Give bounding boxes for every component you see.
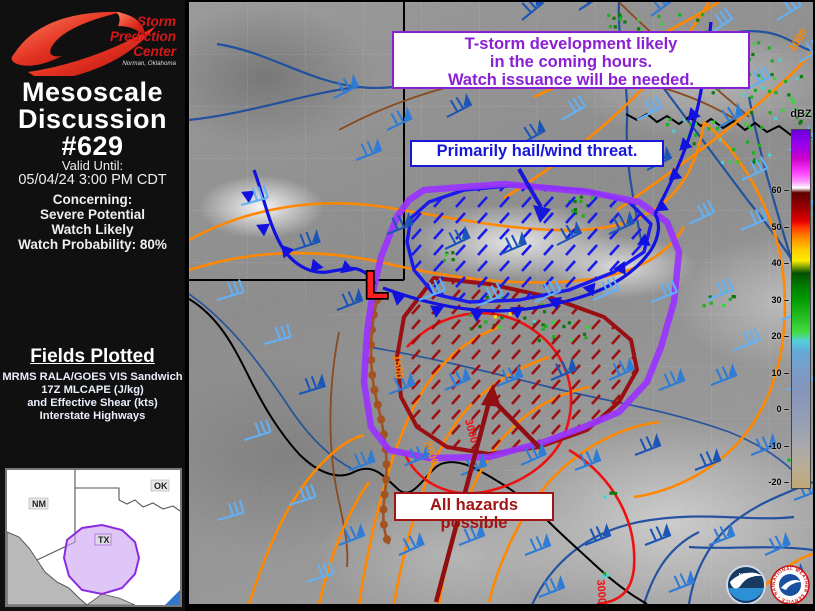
concerning-line-2: Watch Likely: [51, 222, 134, 237]
hail-wind-annotation: Primarily hail/wind threat.: [410, 140, 664, 167]
reflectivity-colorbar: [791, 129, 811, 489]
spc-logo-text-1: Storm: [137, 14, 176, 29]
noaa-logo-text: NOAA: [739, 573, 754, 579]
concerning-line-1: Severe Potential: [39, 207, 146, 222]
contour-label: 1500: [391, 354, 405, 380]
md-title-line3: #629: [61, 131, 124, 161]
development-line1: T-storm development likely: [464, 35, 678, 53]
development-line2: in the coming hours.: [489, 53, 653, 72]
spc-logo: Storm Prediction Center Norman, Oklahoma: [11, 11, 177, 76]
md-title-line2: Discussion: [17, 104, 168, 134]
colorbar-tick: 60 –: [771, 185, 789, 195]
spc-swoosh-icon: [11, 11, 156, 76]
sidebar: Storm Prediction Center Norman, Oklahoma…: [0, 0, 185, 611]
colorbar-tick: 40 –: [771, 258, 789, 268]
concerning-label: Concerning:: [52, 192, 133, 207]
md-outline-polygon: [360, 180, 683, 462]
colorbar-tick: 30 –: [771, 294, 789, 305]
concerning-line-3: Watch Probability: 80%: [18, 237, 167, 252]
state-borders: [189, 2, 813, 604]
fields-plotted-heading: Fields Plotted: [30, 346, 155, 367]
inset-label-nm: NM: [32, 499, 46, 509]
inset-gulf-corner: [165, 590, 180, 605]
map-panel: 1000 1500 2000 3000 3000 L NOAA: [185, 0, 815, 611]
inset-label-ok: OK: [154, 481, 168, 491]
fields-line-4: Interstate Highways: [39, 410, 146, 422]
colorbar-tick: 0 –: [776, 404, 789, 414]
contour-label: 3000: [594, 579, 608, 604]
inset-locator-map: NM OK TX: [5, 468, 182, 607]
fields-line-1: MRMS RALA/GOES VIS Sandwich: [2, 371, 183, 383]
md-title-line1: Mesoscale: [21, 77, 164, 107]
valid-label: Valid Until:: [61, 158, 124, 173]
inset-map-svg: NM OK TX: [6, 470, 181, 606]
all-hazards-polygon: [395, 276, 639, 456]
fields-line-3: and Effective Shear (kts): [27, 397, 158, 409]
colorbar-tick: -10 –: [768, 440, 789, 451]
all-hazards-annotation: All hazards possible: [394, 492, 554, 532]
hail-wind-arrow: [517, 168, 551, 223]
wind-barbs: [216, 2, 813, 598]
dryline: [367, 296, 393, 548]
colorbar-tick: 10 –: [771, 367, 789, 378]
spc-logo-text-2: Prediction: [110, 29, 176, 44]
colorbar-tick: 20 –: [771, 331, 789, 341]
colorbar-tick: -20 –: [768, 477, 789, 487]
valid-value: 05/04/24 3:00 PM CDT: [18, 172, 167, 188]
inset-md-area: [62, 523, 141, 596]
development-annotation: T-storm development likely in the coming…: [392, 31, 750, 89]
low-pressure-marker: L: [365, 265, 388, 307]
spc-logo-text-3: Center: [133, 44, 177, 59]
colorbar-title: dBZ: [790, 108, 812, 120]
spc-logo-subtitle: Norman, Oklahoma: [122, 60, 176, 67]
fields-line-2: 17Z MLCAPE (J/kg): [41, 384, 144, 396]
inset-label-tx: TX: [98, 535, 110, 545]
hazard-polygons: [360, 180, 683, 462]
noaa-logo-icon: NOAA: [726, 565, 766, 604]
colorbar-tick: 50 –: [771, 221, 789, 232]
development-line3: Watch issuance will be needed.: [447, 71, 695, 90]
